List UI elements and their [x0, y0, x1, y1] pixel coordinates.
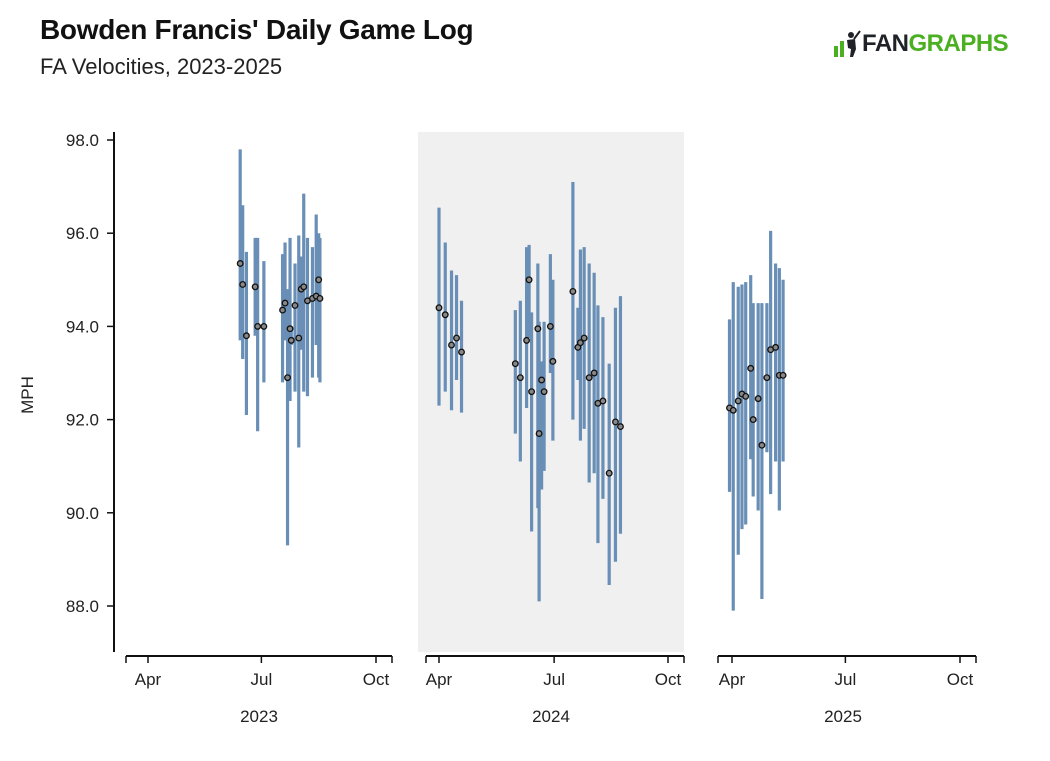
average-velocity-point — [315, 276, 323, 284]
x-tick-label: Apr — [719, 670, 746, 689]
average-velocity-point — [441, 311, 449, 319]
average-velocity-point — [448, 341, 455, 349]
average-velocity-point — [458, 348, 465, 356]
y-tick-label: 94.0 — [66, 317, 99, 336]
average-velocity-point — [540, 388, 548, 396]
average-velocity-point — [546, 322, 554, 330]
average-velocity-point — [549, 357, 557, 365]
logo-text-graphs: GRAPHS — [908, 30, 1009, 57]
year-label: 2023 — [240, 707, 278, 726]
y-axis-label: MPH — [18, 376, 37, 414]
average-velocity-point — [754, 395, 762, 403]
chart-title: Bowden Francis' Daily Game Log — [40, 14, 474, 45]
average-velocity-point — [742, 392, 750, 400]
average-velocity-point — [585, 374, 593, 382]
logo-text-fan: FAN — [862, 30, 909, 57]
average-velocity-point — [236, 260, 244, 267]
average-velocity-point — [316, 294, 324, 302]
x-tick-label: Oct — [655, 670, 682, 689]
average-velocity-point — [734, 397, 742, 405]
x-tick-label: Jul — [251, 670, 273, 689]
average-velocity-point — [295, 334, 303, 342]
average-velocity-point — [576, 339, 584, 347]
average-velocity-point — [300, 283, 308, 291]
y-tick-label: 88.0 — [66, 597, 99, 616]
average-velocity-point — [580, 334, 588, 342]
x-tick-label: Oct — [363, 670, 390, 689]
average-velocity-point — [525, 276, 533, 284]
average-velocity-point — [729, 406, 737, 414]
batter-icon — [834, 30, 861, 57]
average-velocity-point — [287, 336, 295, 344]
x-tick-label: Jul — [835, 670, 857, 689]
year-label: 2024 — [532, 707, 570, 726]
average-velocity-point — [523, 336, 531, 344]
average-velocity-point — [763, 374, 771, 382]
average-velocity-point — [453, 334, 460, 342]
y-tick-label: 98.0 — [66, 131, 99, 150]
average-velocity-point — [616, 423, 624, 431]
year-label: 2025 — [824, 707, 862, 726]
y-tick-label: 96.0 — [66, 224, 99, 243]
average-velocity-point — [254, 322, 262, 330]
average-velocity-point — [511, 360, 519, 368]
average-velocity-point — [435, 304, 443, 312]
x-tick-label: Apr — [135, 670, 162, 689]
y-tick-label: 92.0 — [66, 411, 99, 430]
average-velocity-point — [239, 281, 247, 288]
average-velocity-point — [611, 418, 619, 426]
average-velocity-point — [534, 325, 542, 333]
average-velocity-point — [286, 325, 294, 333]
x-tick-label: Apr — [426, 670, 453, 689]
panel-background — [418, 132, 684, 652]
average-velocity-point — [528, 388, 536, 396]
average-velocity-point — [569, 288, 577, 295]
average-velocity-point — [260, 322, 268, 330]
fangraphs-logo[interactable]: FAN GRAPHS — [832, 26, 1009, 62]
average-velocity-point — [284, 374, 291, 382]
average-velocity-point — [590, 369, 598, 377]
average-velocity-point — [779, 371, 787, 379]
average-velocity-point — [749, 416, 757, 424]
average-velocity-point — [281, 299, 289, 307]
average-velocity-point — [772, 343, 780, 351]
average-velocity-point — [538, 376, 546, 384]
average-velocity-point — [242, 332, 250, 340]
average-velocity-point — [291, 301, 299, 309]
average-velocity-point — [758, 441, 766, 449]
chart-subtitle: FA Velocities, 2023-2025 — [40, 54, 283, 79]
average-velocity-point — [535, 430, 543, 438]
average-velocity-point — [747, 364, 755, 372]
average-velocity-point — [516, 374, 524, 382]
average-velocity-point — [279, 306, 287, 314]
y-tick-label: 90.0 — [66, 504, 99, 523]
average-velocity-point — [251, 283, 259, 291]
x-tick-label: Oct — [947, 670, 974, 689]
average-velocity-point — [605, 469, 613, 477]
x-tick-label: Jul — [543, 670, 565, 689]
average-velocity-point — [599, 397, 607, 405]
